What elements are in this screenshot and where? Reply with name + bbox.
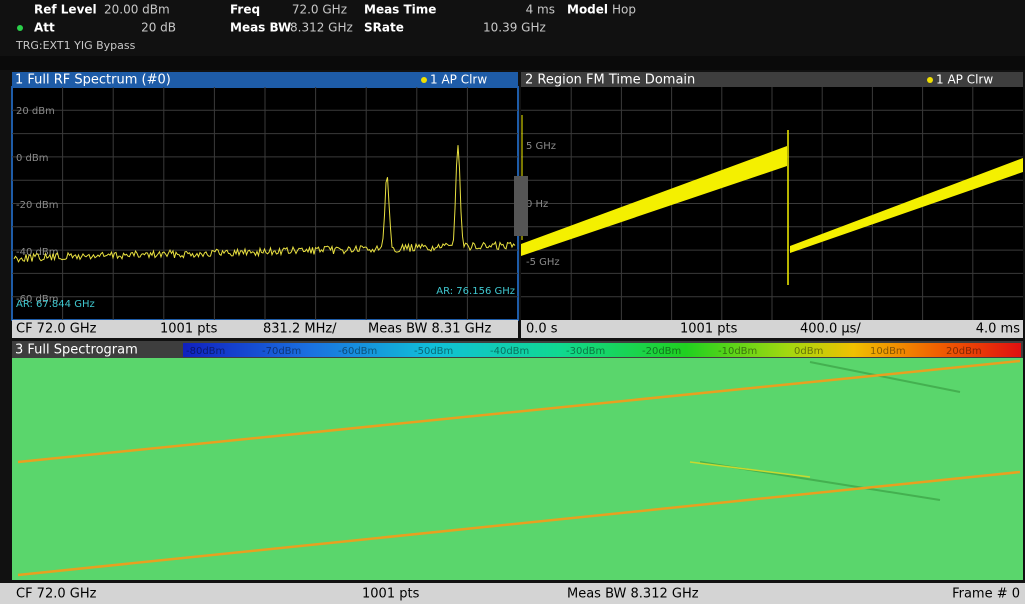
header-strip bbox=[0, 56, 1025, 70]
scale-label: 20dBm bbox=[946, 346, 982, 357]
footer-text: 1001 pts bbox=[680, 322, 738, 337]
window-footer bbox=[521, 320, 1023, 338]
footer-text: CF 72.0 GHz bbox=[16, 322, 97, 337]
footer-text: 831.2 MHz/ bbox=[263, 322, 337, 337]
y-label: 5 GHz bbox=[526, 141, 556, 152]
footer-text: Meas BW 8.312 GHz bbox=[567, 587, 699, 602]
marker-label: AR: 67.844 GHz bbox=[16, 299, 95, 310]
window-footer bbox=[0, 583, 1025, 604]
splitter-handle[interactable] bbox=[514, 176, 528, 236]
scale-label: -60dBm bbox=[338, 346, 377, 357]
value: 20 dB bbox=[141, 21, 176, 35]
scale-label: -40dBm bbox=[490, 346, 529, 357]
y-label: -20 dBm bbox=[16, 200, 58, 211]
label: Freq bbox=[230, 3, 260, 17]
window-title: 1 Full RF Spectrum (#0) bbox=[15, 73, 171, 88]
spectrogram bbox=[12, 358, 1023, 580]
trigger: TRG:EXT1 YIG Bypass bbox=[15, 39, 136, 52]
trace-label: 1 AP Clrw bbox=[430, 73, 487, 87]
trace-dot bbox=[421, 77, 427, 83]
trace-label: 1 AP Clrw bbox=[936, 73, 993, 87]
scale-label: 10dBm bbox=[870, 346, 906, 357]
value: 72.0 GHz bbox=[292, 3, 347, 17]
value: 8.312 GHz bbox=[290, 21, 353, 35]
footer-text: 0.0 s bbox=[526, 322, 558, 337]
marker-label: AR: 76.156 GHz bbox=[436, 286, 515, 297]
label: Model bbox=[567, 3, 608, 17]
label: Meas Time bbox=[364, 3, 436, 17]
label: Att bbox=[34, 21, 55, 35]
scale-label: -50dBm bbox=[414, 346, 453, 357]
y-label: 0 Hz bbox=[526, 199, 548, 210]
footer-text: 1001 pts bbox=[362, 587, 420, 602]
trace-dot bbox=[927, 77, 933, 83]
value: 20.00 dBm bbox=[104, 3, 170, 17]
window-title: 3 Full Spectrogram bbox=[15, 343, 138, 358]
scale-label: -80dBm bbox=[186, 346, 225, 357]
scale-label: -70dBm bbox=[262, 346, 301, 357]
footer-text: CF 72.0 GHz bbox=[16, 587, 97, 602]
y-label: 20 dBm bbox=[16, 106, 55, 117]
scale-label: -20dBm bbox=[642, 346, 681, 357]
y-label: 0 dBm bbox=[16, 153, 49, 164]
footer-text: 4.0 ms bbox=[976, 322, 1020, 337]
footer-text: 1001 pts bbox=[160, 322, 218, 337]
scale-label: -10dBm bbox=[718, 346, 757, 357]
page: Ref Level 20.00 dBm Att 20 dB Freq 72.0 … bbox=[0, 0, 1025, 604]
value: Hop bbox=[612, 3, 636, 17]
label: Ref Level bbox=[34, 3, 97, 17]
window-title: 2 Region FM Time Domain bbox=[525, 73, 695, 88]
value: 10.39 GHz bbox=[483, 21, 546, 35]
scale-label: -30dBm bbox=[566, 346, 605, 357]
screen: Ref Level 20.00 dBm Att 20 dB Freq 72.0 … bbox=[0, 0, 1025, 604]
label: SRate bbox=[364, 21, 404, 35]
footer-text: Frame # 0 bbox=[952, 587, 1020, 602]
y-label: -5 GHz bbox=[526, 257, 560, 268]
status-dot bbox=[17, 25, 23, 31]
value: 4 ms bbox=[526, 3, 555, 17]
label: Meas BW bbox=[230, 21, 291, 35]
scale-label: 0dBm bbox=[794, 346, 823, 357]
footer-text: Meas BW 8.31 GHz bbox=[368, 322, 491, 337]
footer-text: 400.0 µs/ bbox=[800, 322, 861, 337]
